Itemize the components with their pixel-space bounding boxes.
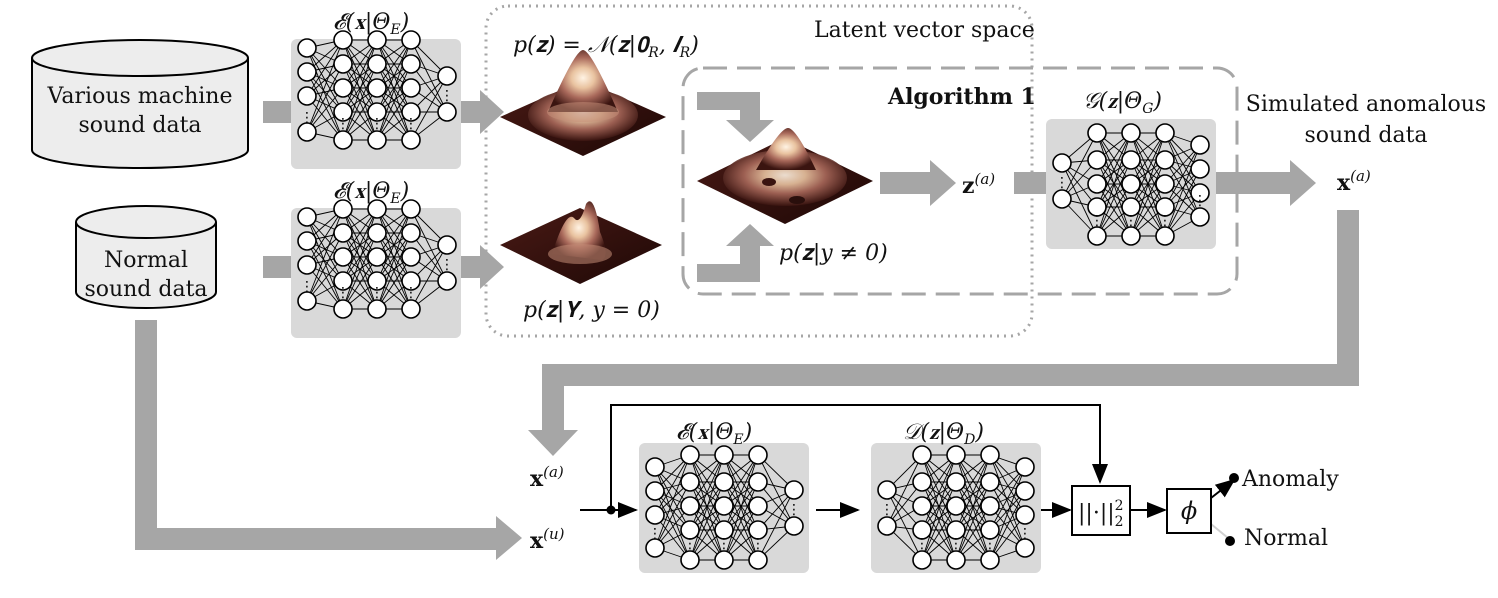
various-machine-label-2: sound data [78, 113, 201, 138]
generator-network: ⋮ ⋮ ⋮ ⋮ ⋮ [1046, 119, 1216, 249]
simulated-label-1: Simulated anomalous [1246, 92, 1486, 117]
svg-text:⋮: ⋮ [1158, 213, 1172, 229]
prior-label: p(𝐳) = 𝒩(𝐳|𝟎R, 𝑰R) [513, 33, 699, 61]
normal-output-line [1210, 523, 1229, 539]
anomaly-distribution-label: p(𝐳|y ≠ 0) [779, 241, 888, 266]
svg-text:⋮: ⋮ [404, 285, 418, 301]
svg-text:⋮: ⋮ [336, 116, 350, 132]
algorithm-box [681, 66, 1239, 296]
svg-text:⋮: ⋮ [983, 536, 997, 552]
anomaly-dot [1229, 473, 1239, 483]
squared-norm-label: ||·||2 2 [1078, 498, 1124, 530]
svg-text:⋮: ⋮ [370, 285, 384, 301]
phi-label: ϕ [1181, 497, 1197, 525]
anomaly-output-label: Anomaly [1241, 467, 1339, 492]
various-machine-label-1: Various machine [47, 84, 233, 109]
svg-text:⋮: ⋮ [1124, 213, 1138, 229]
svg-text:⋮: ⋮ [300, 110, 314, 126]
algorithm-title: Algorithm 1 [887, 84, 1036, 110]
svg-text:⋮: ⋮ [949, 536, 963, 552]
encoder-top-label: 𝓔(𝐱|ΘE) [333, 10, 409, 38]
gray-arrows [135, 90, 1359, 560]
normal-dot [1225, 536, 1235, 546]
svg-text:⋮: ⋮ [404, 116, 418, 132]
normal-sound-database-icon [75, 205, 217, 309]
various-machine-database-icon [31, 39, 249, 169]
bottom-x-a-label: 𝐱(a) [530, 463, 564, 492]
simulated-x-label: 𝐱(a) [1337, 167, 1371, 196]
z-a-label: 𝐳(a) [962, 170, 995, 199]
svg-text:⋮: ⋮ [915, 536, 929, 552]
anomaly-distribution-surface [697, 128, 873, 224]
svg-text:⋮: ⋮ [336, 285, 350, 301]
normal-sound-label-2: sound data [84, 277, 207, 302]
decoder-label: 𝒟(𝐳|ΘD) [903, 420, 984, 448]
svg-text:⋮: ⋮ [717, 536, 731, 552]
svg-text:⋮: ⋮ [787, 502, 801, 518]
svg-text:⋮: ⋮ [1055, 175, 1069, 191]
svg-text:⋮: ⋮ [1018, 526, 1032, 542]
bottom-encoder-label: 𝓔(𝐱|ΘE) [676, 420, 752, 448]
bottom-x-u-label: 𝐱(u) [530, 525, 565, 554]
svg-text:⋮: ⋮ [300, 279, 314, 295]
branch-dot [606, 505, 616, 515]
squared-norm-box [1071, 485, 1131, 536]
svg-text:⋮: ⋮ [370, 116, 384, 132]
bottom-connector-lines [580, 404, 1236, 518]
svg-text:⋮: ⋮ [683, 536, 697, 552]
encoder-bottom-label: 𝓔(𝐱|ΘE) [333, 179, 409, 207]
generator-label: 𝒢(𝐳|ΘG) [1083, 89, 1162, 117]
svg-text:⋮: ⋮ [751, 536, 765, 552]
normal-distribution-surface [500, 201, 662, 284]
svg-text:⋮: ⋮ [440, 88, 454, 104]
normal-sound-label-1: Normal [104, 248, 188, 273]
encoder-bottom-network: ⋮ ⋮ ⋮ ⋮ ⋮ [291, 199, 461, 338]
latent-space-title: Latent vector space [814, 18, 1035, 43]
svg-text:⋮: ⋮ [880, 502, 894, 518]
svg-text:⋮: ⋮ [440, 257, 454, 273]
simulated-label-2: sound data [1304, 123, 1427, 148]
encoder-top-network: ⋮ ⋮ ⋮ ⋮ ⋮ [291, 30, 461, 169]
network-panels: ⋮ ⋮ ⋮ ⋮ ⋮ ⋮ ⋮ ⋮ ⋮ ⋮ ⋮ ⋮ ⋮ ⋮ ⋮ ⋮ ⋮ ⋮ ⋮ ⋮ ⋮ ⋮ ⋮ ⋮ ⋮ [291, 30, 1216, 573]
bottom-encoder-network: ⋮ ⋮ ⋮ ⋮ ⋮ [639, 443, 809, 573]
normal-output-label: Normal [1244, 526, 1328, 551]
phi-box [1166, 488, 1212, 534]
latent-space-box [484, 4, 1034, 338]
svg-text:⋮: ⋮ [1090, 213, 1104, 229]
svg-text:⋮: ⋮ [648, 526, 662, 542]
prior-distribution-surface [500, 50, 666, 156]
svg-text:⋮: ⋮ [1193, 193, 1207, 209]
decoder-network: ⋮ ⋮ ⋮ ⋮ ⋮ [871, 443, 1041, 573]
normal-distribution-label: p(𝐳|𝚼, y = 0) [523, 298, 660, 323]
